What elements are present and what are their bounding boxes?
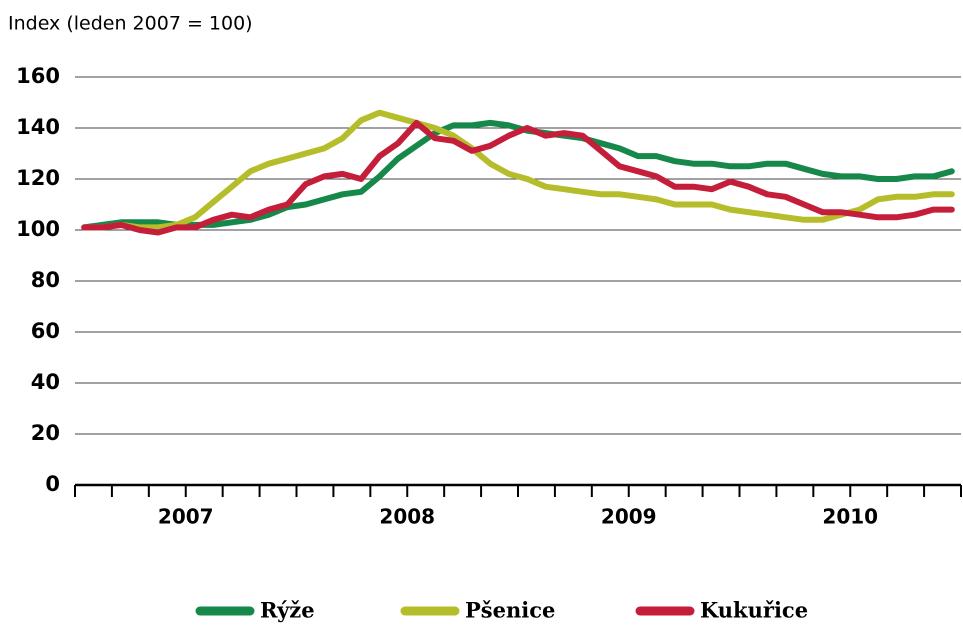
y-tick-label: 160 [16,64,60,88]
y-axis-label: Index (leden 2007 = 100) [8,13,253,35]
y-tick-label: 100 [16,217,60,241]
legend-label: Kukuřice [700,598,808,623]
y-tick-label: 20 [31,421,60,445]
series-line [81,119,955,231]
x-year-label: 2010 [822,505,878,529]
y-tick-label: 40 [31,370,60,394]
x-year-label: 2008 [379,505,435,529]
x-year-label: 2009 [601,505,657,529]
y-tick-label: 80 [31,268,60,292]
y-tick-label: 140 [16,115,60,139]
x-year-label: 2007 [158,505,214,529]
y-tick-label: 0 [45,472,60,496]
legend-label: Rýže [260,598,315,623]
y-tick-label: 120 [16,166,60,190]
legend-label: Pšenice [465,598,555,623]
y-tick-label: 60 [31,319,60,343]
series-line [81,109,955,231]
series-line [81,119,955,236]
